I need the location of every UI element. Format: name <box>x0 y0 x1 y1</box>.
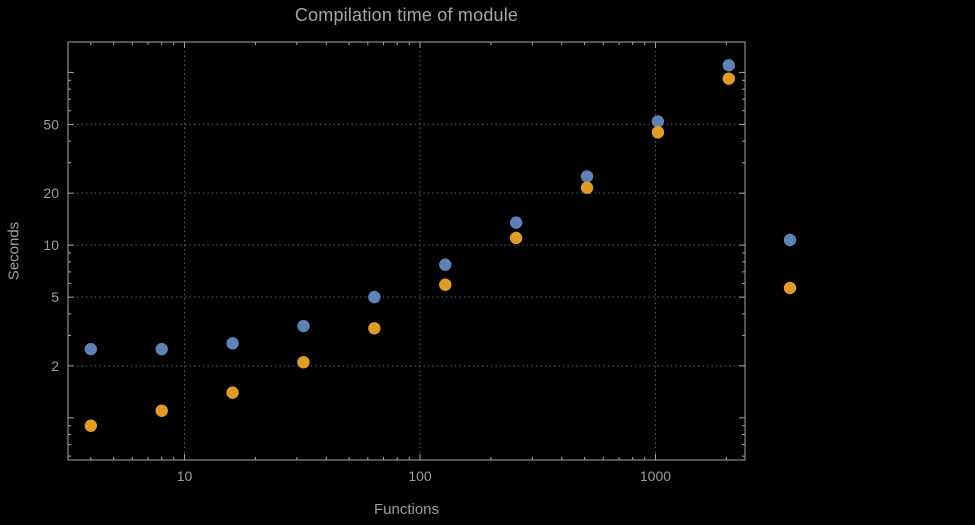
data-point-series-orange <box>722 72 735 85</box>
legend-marker-series-orange <box>783 281 797 295</box>
data-point-series-orange <box>84 419 98 432</box>
plot-frame <box>67 41 746 461</box>
data-point-series-orange <box>509 231 523 245</box>
data-point-series-blue <box>439 258 452 271</box>
data-point-series-blue <box>651 115 665 128</box>
data-point-series-orange <box>368 322 381 335</box>
data-point-series-blue <box>580 170 594 183</box>
data-point-series-orange <box>651 126 665 139</box>
data-point-series-blue <box>722 59 735 72</box>
y-axis-label: Seconds <box>5 221 23 281</box>
data-point-series-orange <box>580 181 594 194</box>
data-point-series-blue <box>155 342 168 356</box>
y-tick-label: 10 <box>43 237 59 253</box>
x-tick-label: 100 <box>408 468 432 484</box>
data-point-series-blue <box>509 216 523 229</box>
data-point-series-blue <box>297 319 310 333</box>
data-point-series-blue <box>368 290 381 304</box>
data-point-series-orange <box>297 355 310 369</box>
data-point-series-orange <box>439 278 452 291</box>
y-tick-label: 5 <box>51 289 59 305</box>
data-point-series-orange <box>155 404 168 417</box>
x-tick-label: 10 <box>177 468 193 484</box>
legend-marker-series-blue <box>783 233 797 247</box>
y-tick-label: 50 <box>43 116 59 132</box>
data-point-series-orange <box>226 386 239 399</box>
data-point-series-blue <box>226 337 239 350</box>
x-axis-label: Functions <box>373 501 440 518</box>
y-tick-label: 2 <box>51 358 59 374</box>
y-tick-label: 20 <box>43 185 59 201</box>
chart-title: Compilation time of module <box>294 5 519 25</box>
data-point-series-blue <box>84 342 98 356</box>
x-tick-label: 1000 <box>640 468 671 484</box>
